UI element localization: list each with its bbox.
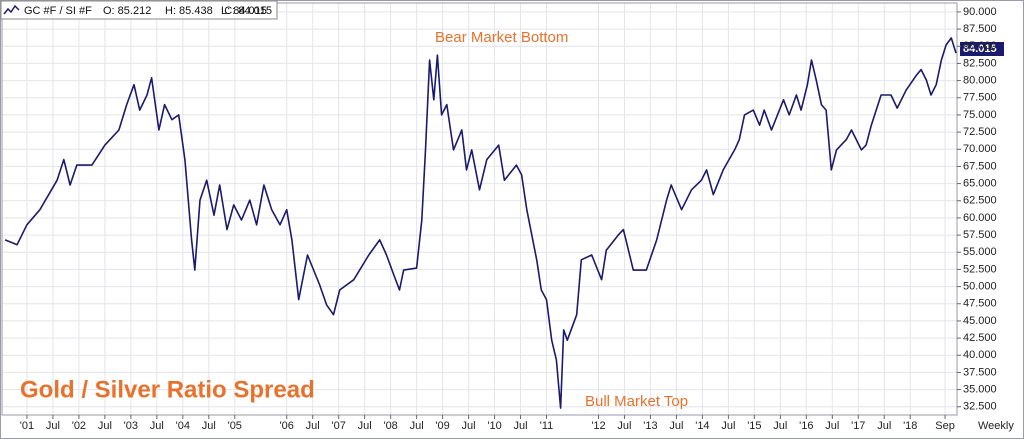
x-tick-label: Sep xyxy=(935,420,955,432)
x-tick-label: '18 xyxy=(903,420,917,432)
y-tick-label: 55.000 xyxy=(963,246,997,258)
last-value-box xyxy=(960,42,1004,56)
x-tick-label: '09 xyxy=(435,420,449,432)
y-tick-label: 50.000 xyxy=(963,280,997,292)
x-tick-label: Jul xyxy=(98,420,112,432)
x-tick-label: Jul xyxy=(150,420,164,432)
x-tick-label: '03 xyxy=(124,420,138,432)
low: L: 84.015 xyxy=(221,5,267,17)
x-tick-label: Jul xyxy=(46,420,60,432)
y-tick-label: 82.500 xyxy=(963,57,997,69)
y-tick-label: 40.000 xyxy=(963,349,997,361)
open: O: 85.212 xyxy=(103,5,151,17)
x-tick-label: Jul xyxy=(306,420,320,432)
x-tick-label: Jul xyxy=(825,420,839,432)
x-tick-label: '08 xyxy=(383,420,397,432)
last-value: 84.015 xyxy=(963,43,997,55)
y-tick-label: 90.000 xyxy=(963,6,997,18)
x-tick-label: '12 xyxy=(591,420,605,432)
y-tick-label: 65.000 xyxy=(963,177,997,189)
x-tick-label: Jul xyxy=(358,420,372,432)
y-tick-label: 57.500 xyxy=(963,229,997,241)
y-tick-label: 80.000 xyxy=(963,74,997,86)
y-tick-label: 72.500 xyxy=(963,126,997,138)
y-tick-label: 45.000 xyxy=(963,315,997,327)
x-tick-label: '15 xyxy=(747,420,761,432)
x-tick-label: Jul xyxy=(202,420,216,432)
period: Weekly xyxy=(978,420,1014,432)
y-tick-label: 70.000 xyxy=(963,143,997,155)
y-tick-label: 62.500 xyxy=(963,195,997,207)
x-tick-label: '07 xyxy=(332,420,346,432)
y-tick-label: 60.000 xyxy=(963,212,997,224)
y-tick-label: 47.500 xyxy=(963,298,997,310)
y-tick-label: 42.500 xyxy=(963,332,997,344)
y-tick-label: 77.500 xyxy=(963,92,997,104)
high: H: 85.438 xyxy=(165,5,213,17)
y-tick-label: 67.500 xyxy=(963,160,997,172)
x-tick-label: '04 xyxy=(176,420,190,432)
x-tick-label: '16 xyxy=(799,420,813,432)
series xyxy=(4,37,957,409)
plot-area xyxy=(1,2,958,416)
x-tick-label: '17 xyxy=(851,420,865,432)
annotation: Bull Market Top xyxy=(585,393,688,410)
x-tick-label: '06 xyxy=(280,420,294,432)
x-tick-label: '10 xyxy=(487,420,501,432)
x-tick-label: '14 xyxy=(695,420,709,432)
x-tick-label: Jul xyxy=(462,420,476,432)
chart-title: Gold / Silver Ratio Spread xyxy=(20,376,315,403)
y-tick-label: 35.000 xyxy=(963,383,997,395)
x-tick-label: Jul xyxy=(877,420,891,432)
x-tick-label: '01 xyxy=(20,420,34,432)
symbol: GC #F / SI #F xyxy=(24,5,92,17)
x-tick-label: '11 xyxy=(540,420,554,432)
y-tick-label: 52.500 xyxy=(963,263,997,275)
x-tick-label: Jul xyxy=(721,420,735,432)
x-tick-label: Jul xyxy=(773,420,787,432)
annotation: Bear Market Bottom xyxy=(435,29,568,46)
x-tick-label: Jul xyxy=(514,420,528,432)
legend-icon xyxy=(3,4,20,15)
line xyxy=(4,37,957,409)
y-tick-label: 85.000 xyxy=(963,40,997,52)
y-tick-label: 75.000 xyxy=(963,109,997,121)
x-tick-label: '13 xyxy=(643,420,657,432)
x-tick-label: Jul xyxy=(617,420,631,432)
y-tick-label: 37.500 xyxy=(963,366,997,378)
y-tick-label: 32.500 xyxy=(963,401,997,413)
x-tick-label: Jul xyxy=(669,420,683,432)
close: C: 84.015 xyxy=(224,5,272,17)
y-tick-label: 87.500 xyxy=(963,23,997,35)
x-tick-label: '02 xyxy=(72,420,86,432)
legend-box xyxy=(0,0,278,20)
x-tick-label: '05 xyxy=(228,420,242,432)
x-tick-label: Jul xyxy=(410,420,424,432)
